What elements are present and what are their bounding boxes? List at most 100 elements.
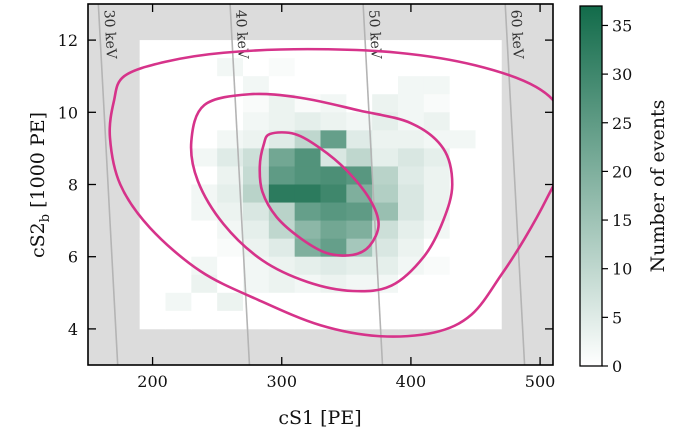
- heatmap-cell: [191, 274, 218, 294]
- heatmap-cell: [423, 148, 451, 167]
- colorbar-label: Number of events: [647, 100, 669, 273]
- heatmap-cell: [294, 112, 321, 131]
- heatmap-cell: [346, 274, 373, 294]
- heatmap-cell: [217, 202, 244, 221]
- heatmap-cell: [165, 292, 192, 312]
- heatmap-cell: [449, 76, 476, 95]
- heatmap-cell: [423, 274, 451, 294]
- heatmap-cell: [475, 274, 502, 294]
- heatmap-cell: [398, 238, 425, 258]
- heatmap-cell: [475, 292, 502, 312]
- heatmap-cell: [372, 292, 399, 312]
- heatmap-cell: [346, 220, 373, 240]
- x-tick-label: 300: [266, 372, 297, 391]
- heatmap-cell: [268, 112, 296, 131]
- heatmap-cell: [139, 292, 166, 312]
- heatmap-cell: [346, 310, 373, 330]
- heatmap-cell: [191, 58, 218, 77]
- colorbar: 0 5 10 15 20 25 30 35 Number of events: [579, 5, 669, 376]
- heatmap-cell: [346, 58, 373, 77]
- heatmap-cell: [320, 220, 347, 240]
- heatmap-cell: [139, 202, 166, 221]
- heatmap-cell: [398, 256, 425, 276]
- heatmap-cell: [217, 166, 244, 185]
- heatmap-cell: [372, 310, 399, 330]
- heatmap-cell: [320, 184, 347, 203]
- colorbar-tick-label: 35: [612, 16, 632, 35]
- heatmap-cell: [372, 184, 399, 203]
- heatmap-cell: [243, 148, 270, 167]
- energy-line: [504, 4, 526, 365]
- heatmap-cell: [165, 184, 192, 203]
- heatmap-cell: [398, 58, 425, 77]
- heatmap-cell: [372, 94, 399, 113]
- heatmap-cell: [243, 310, 270, 330]
- heatmap-cell: [165, 274, 192, 294]
- y-axis-ticks: 4 6 8 10 12: [58, 31, 553, 339]
- heatmap-cell: [191, 238, 218, 258]
- heatmap-cell: [423, 40, 451, 59]
- energy-line-label: 60 keV: [507, 9, 526, 60]
- colorbar-ticks: 0 5 10 15 20 25 30 35: [602, 16, 632, 376]
- y-axis-title-sub: b: [38, 214, 53, 222]
- heatmap-cell: [475, 202, 502, 221]
- heatmap-cell: [243, 238, 270, 258]
- heatmap-cell: [346, 238, 373, 258]
- heatmap-cell: [165, 166, 192, 185]
- colorbar-tick-label: 20: [612, 162, 632, 181]
- heatmap-cell: [372, 58, 399, 77]
- heatmap-cell: [475, 166, 502, 185]
- heatmap-cell: [139, 76, 166, 95]
- heatmap-cell: [139, 256, 166, 276]
- heatmap-cell: [243, 256, 270, 276]
- heatmap-cell: [165, 76, 192, 95]
- heatmap-cell: [268, 256, 296, 276]
- heatmap-cell: [320, 166, 347, 185]
- heatmap-cell: [268, 310, 296, 330]
- energy-line-label: 30 keV: [100, 9, 119, 60]
- heatmap-cell: [398, 148, 425, 167]
- heatmap-cell: [217, 130, 244, 149]
- heatmap-cell: [475, 94, 502, 113]
- heatmap-cell: [449, 274, 476, 294]
- heatmap-cell: [268, 184, 296, 203]
- heatmap-cell: [139, 94, 166, 113]
- colorbar-tick-label: 15: [612, 211, 632, 230]
- y-tick-label: 4: [68, 320, 78, 339]
- heatmap-cell: [346, 130, 373, 149]
- heatmap-cell: [191, 148, 218, 167]
- heatmap-cell: [398, 76, 425, 95]
- heatmap-cell: [423, 238, 451, 258]
- heatmap-cell: [372, 40, 399, 59]
- heatmap-cell: [449, 130, 476, 149]
- colorbar-gradient: [579, 5, 603, 367]
- heatmap-cell: [398, 292, 425, 312]
- heatmap-cell: [165, 238, 192, 258]
- heatmap-cell: [475, 112, 502, 131]
- heatmap-cell: [165, 130, 192, 149]
- heatmap-cell: [346, 76, 373, 95]
- y-tick-label: 10: [58, 103, 78, 122]
- heatmap-cell: [398, 184, 425, 203]
- heatmap-cell: [217, 292, 244, 312]
- heatmap-cell: [165, 310, 192, 330]
- heatmap-cell: [423, 310, 451, 330]
- heatmap-cell: [243, 166, 270, 185]
- heatmap: [139, 40, 502, 330]
- heatmap-cell: [372, 130, 399, 149]
- heatmap-cell: [346, 256, 373, 276]
- heatmap-cell: [217, 256, 244, 276]
- heatmap-cell: [449, 148, 476, 167]
- heatmap-cell: [165, 256, 192, 276]
- heatmap-cell: [268, 130, 296, 149]
- heatmap-cell: [423, 184, 451, 203]
- heatmap-cell: [475, 130, 502, 149]
- heatmap-cell: [398, 94, 425, 113]
- heatmap-cell: [475, 220, 502, 240]
- heatmap-cell: [475, 184, 502, 203]
- heatmap-cell: [217, 94, 244, 113]
- heatmap-cell: [217, 274, 244, 294]
- heatmap-cell: [398, 274, 425, 294]
- heatmap-cell: [372, 148, 399, 167]
